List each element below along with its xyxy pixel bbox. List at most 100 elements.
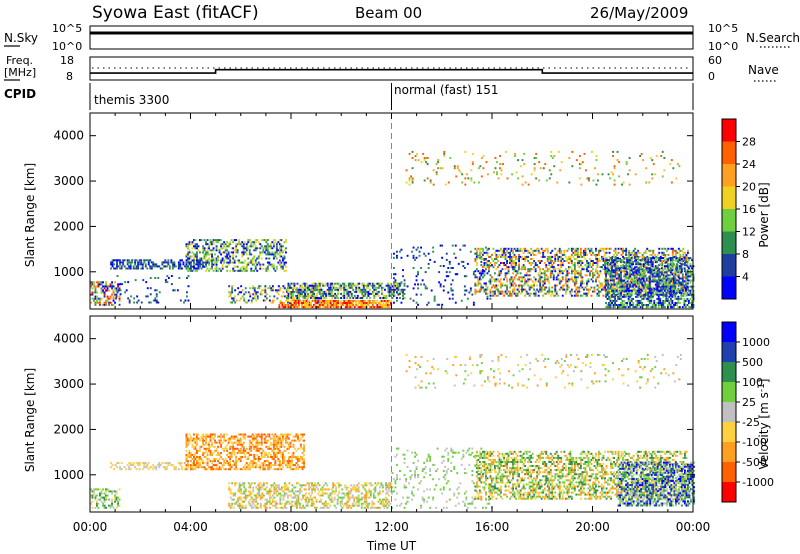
power-cell [376,306,379,309]
power-cell [636,289,639,292]
power-cell [470,169,473,172]
power-cell [614,297,616,300]
power-cell [662,253,665,256]
power-cell [229,257,232,260]
power-cell [665,283,668,286]
velocity-cell [227,439,230,442]
power-cell [621,261,624,264]
power-cell [215,245,218,248]
power-cell [253,287,256,290]
power-cell [221,265,224,268]
power-cell [539,260,542,262]
power-cell [278,251,281,254]
power-cell [504,251,507,254]
power-cell [689,265,692,268]
power-cell [188,243,191,246]
power-cell [244,291,247,294]
power-cell [262,251,265,254]
power-cell [558,249,561,252]
power-cell [635,271,638,274]
power-cell [527,255,530,258]
power-cell [623,286,626,289]
freq-unit: [MHz] [4,66,36,79]
velocity-cell [227,456,230,458]
power-cell [653,269,656,272]
power-cell [492,278,495,281]
power-cell [638,259,641,262]
velocity-cell [220,456,222,458]
power-cell [286,290,288,293]
power-cell [534,270,537,273]
velocity-cell [208,458,210,460]
power-cell [609,275,612,278]
power-cell [145,295,148,298]
power-cell [642,304,645,306]
power-cell [187,253,189,256]
power-cell [604,264,606,267]
power-cell [624,267,627,270]
power-cell [94,295,97,298]
power-cell [602,255,605,258]
power-cell [636,269,639,272]
power-cell [652,286,655,289]
power-cell [301,292,303,295]
power-cell [451,279,454,282]
power-cell [561,264,564,267]
power-cell [500,278,502,281]
power-cell [645,181,648,184]
power-cell [623,270,626,273]
power-cell [103,301,106,304]
power-cell [510,255,513,258]
power-cell [482,269,484,272]
power-cell [650,265,653,268]
power-cell [285,261,287,264]
power-cell [682,260,685,262]
power-cell [188,267,191,270]
power-cell [522,247,525,250]
power-cell [320,292,323,295]
power-cell [259,247,262,250]
power-cell [167,263,170,266]
power-cell [609,285,612,288]
power-cell [350,284,353,287]
power-cell [606,267,609,270]
power-cell [480,278,483,281]
power-cell [644,290,647,293]
power-cell [576,286,579,289]
power-cell [97,285,100,288]
power-cell [669,259,672,262]
power-cell [554,294,557,297]
power-cell [628,251,631,254]
power-cell [206,247,209,250]
power-cell [630,263,633,266]
power-cell [614,263,616,266]
power-cell [495,280,498,283]
power-cell [102,281,104,284]
power-cell [316,306,318,309]
velocity-cell [137,462,140,465]
power-cell [683,291,686,294]
velocity-cell [232,449,235,452]
power-cell [624,269,627,272]
power-cell [194,243,197,246]
power-cell [667,253,670,256]
power-cell [649,253,652,256]
power-cell [211,259,213,262]
power-cell [245,245,248,248]
power-cell [283,261,286,264]
power-cell [442,285,445,288]
velocity-cell [236,460,239,463]
power-cell [524,266,527,269]
power-cell [592,274,594,277]
power-cell [463,293,466,296]
power-cell [645,283,648,286]
velocity-cell [221,466,224,469]
power-cell [478,290,481,293]
power-cell [625,161,628,164]
power-cell [320,301,322,304]
power-cell [645,304,648,306]
power-cell [644,274,647,277]
power-cell [341,294,344,297]
power-cell [527,292,530,295]
power-cell [367,294,370,297]
